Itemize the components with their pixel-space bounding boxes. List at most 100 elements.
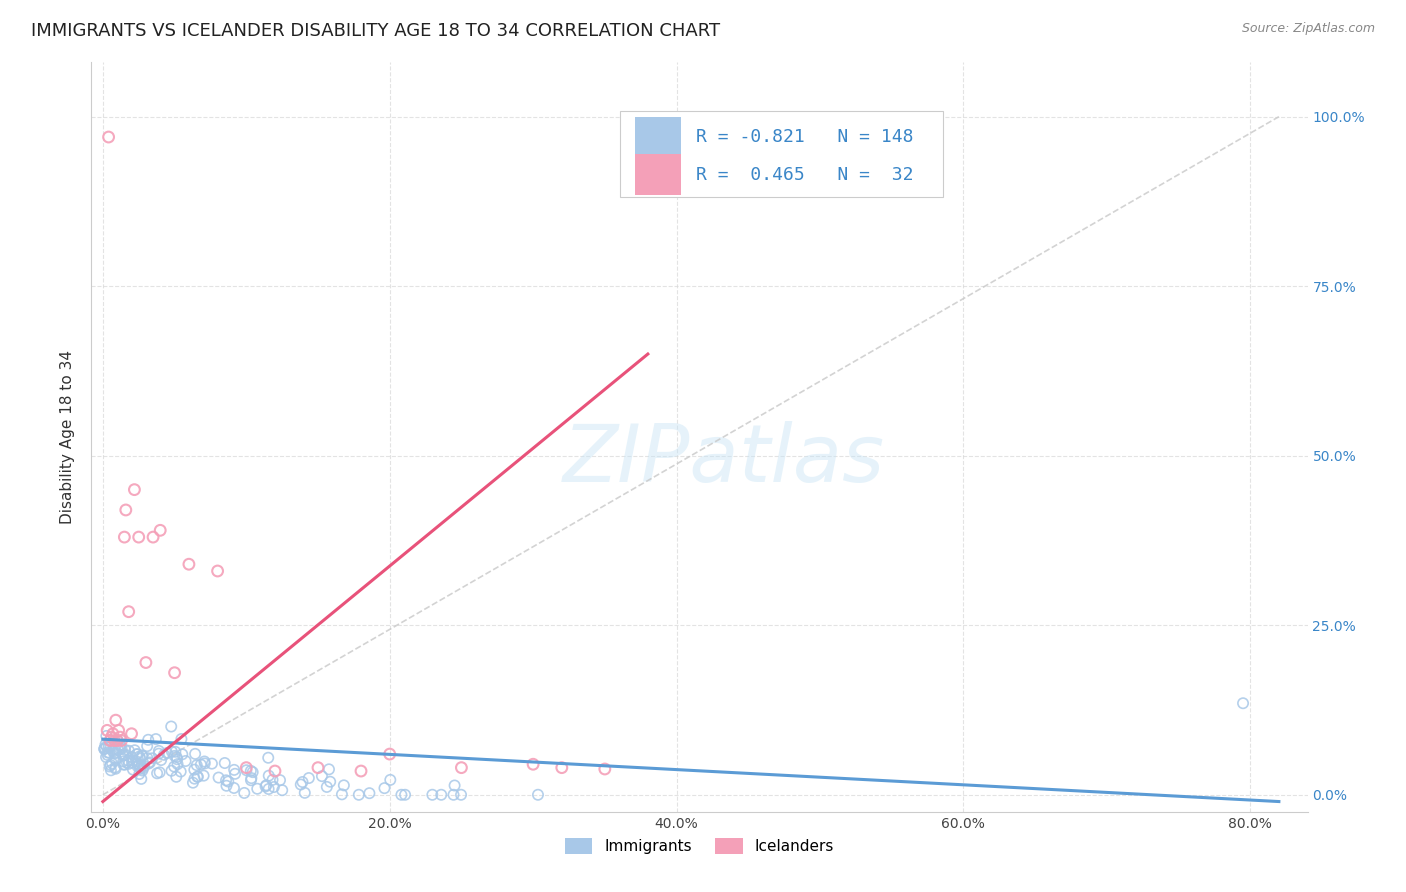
Point — [264, 764, 287, 778]
Point — [163, 759, 186, 773]
Point — [257, 782, 280, 797]
Point — [235, 763, 257, 777]
Point — [110, 733, 132, 747]
Point — [224, 766, 246, 780]
Point — [186, 770, 208, 784]
Point — [177, 558, 200, 572]
Point — [142, 530, 165, 544]
Text: IMMIGRANTS VS ICELANDER DISABILITY AGE 18 TO 34 CORRELATION CHART: IMMIGRANTS VS ICELANDER DISABILITY AGE 1… — [31, 22, 720, 40]
Point — [136, 751, 159, 765]
Point — [318, 762, 340, 776]
Point — [242, 765, 264, 780]
Point — [239, 764, 262, 778]
Point — [129, 760, 152, 774]
Point — [114, 757, 136, 772]
Point — [132, 761, 155, 775]
Point — [117, 754, 139, 768]
Point — [262, 772, 284, 787]
Point — [183, 763, 205, 777]
Point — [141, 751, 163, 765]
Point — [150, 753, 173, 767]
Text: ZIPatlas: ZIPatlas — [562, 420, 884, 499]
Point — [107, 723, 129, 738]
Bar — [636, 117, 682, 158]
Point — [112, 747, 135, 762]
Point — [183, 772, 205, 786]
Point — [174, 754, 197, 768]
Point — [527, 788, 550, 802]
Point — [187, 770, 209, 784]
Point — [450, 761, 472, 775]
Point — [131, 748, 153, 763]
Point — [235, 761, 257, 775]
Point — [107, 733, 129, 747]
Point — [145, 732, 167, 747]
Point — [128, 767, 150, 781]
Legend: Immigrants, Icelanders: Immigrants, Icelanders — [558, 832, 841, 860]
Point — [128, 530, 150, 544]
Point — [97, 739, 120, 754]
Point — [166, 752, 188, 766]
Point — [315, 780, 337, 794]
Point — [254, 780, 277, 794]
Point — [163, 665, 186, 680]
Point — [96, 723, 118, 738]
Point — [94, 750, 117, 764]
Point — [105, 733, 128, 747]
Point — [257, 769, 280, 783]
Point — [121, 750, 143, 764]
Point — [97, 746, 120, 760]
Point — [122, 763, 145, 777]
Point — [239, 773, 262, 788]
Point — [214, 756, 236, 770]
Point — [170, 732, 193, 747]
Point — [207, 771, 229, 785]
Point — [170, 764, 193, 779]
Point — [215, 773, 238, 788]
Point — [114, 743, 136, 757]
Point — [112, 757, 135, 772]
Point — [333, 778, 356, 792]
Point — [138, 756, 160, 771]
Point — [166, 750, 188, 764]
Point — [271, 783, 294, 797]
Point — [330, 788, 353, 802]
Point — [350, 764, 373, 778]
Text: R = -0.821   N = 148: R = -0.821 N = 148 — [696, 128, 914, 146]
Text: Source: ZipAtlas.com: Source: ZipAtlas.com — [1241, 22, 1375, 36]
Point — [100, 764, 122, 778]
Point — [160, 764, 183, 778]
Point — [184, 747, 207, 761]
Point — [118, 605, 141, 619]
Text: R =  0.465   N =  32: R = 0.465 N = 32 — [696, 166, 914, 184]
Point — [311, 769, 333, 783]
Point — [98, 746, 121, 760]
Point — [114, 503, 136, 517]
Point — [112, 530, 135, 544]
Point — [100, 758, 122, 772]
Point — [166, 757, 188, 772]
Point — [125, 754, 148, 768]
Point — [307, 761, 329, 775]
Point — [156, 746, 179, 760]
Y-axis label: Disability Age 18 to 34: Disability Age 18 to 34 — [60, 350, 76, 524]
Point — [190, 757, 212, 772]
Point — [108, 741, 131, 756]
Point — [129, 772, 152, 786]
Point — [389, 788, 412, 802]
Point — [127, 756, 149, 771]
Point — [193, 769, 215, 783]
Point — [298, 771, 321, 785]
Point — [347, 788, 370, 802]
Point — [254, 778, 277, 792]
Point — [96, 739, 118, 754]
Point — [112, 755, 135, 769]
Point — [93, 741, 115, 756]
Point — [319, 774, 342, 789]
Point — [104, 713, 127, 727]
Point — [430, 788, 453, 802]
Point — [98, 759, 121, 773]
Point — [153, 747, 176, 762]
Point — [380, 772, 402, 787]
Point — [181, 775, 204, 789]
